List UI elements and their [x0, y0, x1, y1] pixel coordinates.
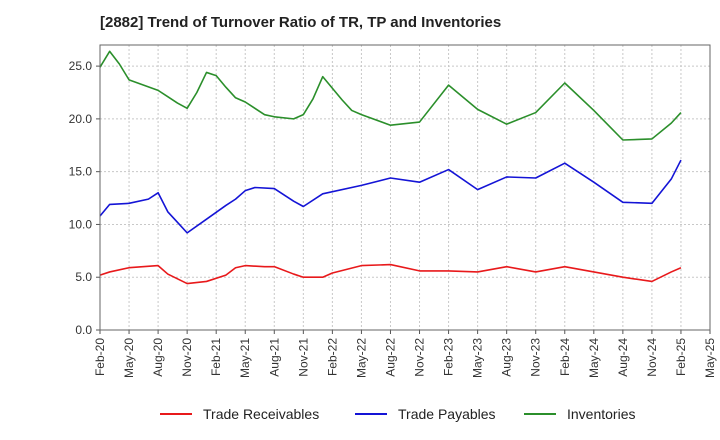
- x-tick-label: Nov-23: [529, 338, 543, 377]
- legend: Trade Receivables Trade Payables Inventori…: [160, 406, 635, 422]
- x-tick-label: Nov-20: [180, 338, 194, 377]
- x-tick-label: Nov-21: [296, 338, 310, 377]
- x-tick-label: Feb-22: [325, 338, 339, 376]
- plot-frame: [99, 44, 711, 331]
- x-tick-label: May-23: [471, 338, 485, 378]
- y-tick-label: 20.0: [69, 112, 93, 126]
- x-tick-label: May-22: [354, 338, 368, 378]
- x-tick-label: Aug-24: [616, 338, 630, 377]
- x-tick-label: May-25: [703, 338, 717, 378]
- legend-label-trade-receivables: Trade Receivables: [203, 406, 319, 422]
- legend-label-inventories: Inventories: [567, 406, 635, 422]
- x-tick-label: Aug-23: [500, 338, 514, 377]
- trade-payables-line: [99, 159, 682, 234]
- x-tick-label: Nov-24: [645, 338, 659, 377]
- x-tick-label: Feb-24: [558, 338, 572, 376]
- y-tick-label: 25.0: [69, 59, 93, 73]
- legend-label-trade-payables: Trade Payables: [398, 406, 496, 422]
- chart-title: [2882] Trend of Turnover Ratio of TR, TP…: [100, 14, 502, 31]
- trade-receivables-line: [99, 263, 682, 285]
- y-tick-label: 0.0: [75, 323, 92, 337]
- x-tick-label: May-21: [238, 338, 252, 378]
- x-tick-label: Feb-25: [674, 338, 688, 376]
- x-tick-label: May-20: [122, 338, 136, 378]
- y-tick-label: 5.0: [75, 270, 92, 284]
- x-tick-label: Aug-21: [267, 338, 281, 377]
- series-lines: [99, 50, 682, 285]
- x-tick-label: Feb-20: [93, 338, 107, 376]
- axes: 0.0 5.0 10.0 15.0 20.0 25.0 Feb-20 May-20 Aug-20…: [69, 44, 717, 378]
- x-tick-label: Aug-22: [383, 338, 397, 377]
- x-tick-label: Nov-22: [413, 338, 427, 377]
- gridlines: [99, 45, 711, 331]
- x-tick-label: May-24: [587, 338, 601, 378]
- x-tick-label: Aug-20: [151, 338, 165, 377]
- x-tick-label: Feb-23: [442, 338, 456, 376]
- y-tick-label: 15.0: [69, 165, 93, 179]
- y-tick-label: 10.0: [69, 217, 93, 231]
- x-tick-label: Feb-21: [209, 338, 223, 376]
- inventories-line: [99, 50, 682, 141]
